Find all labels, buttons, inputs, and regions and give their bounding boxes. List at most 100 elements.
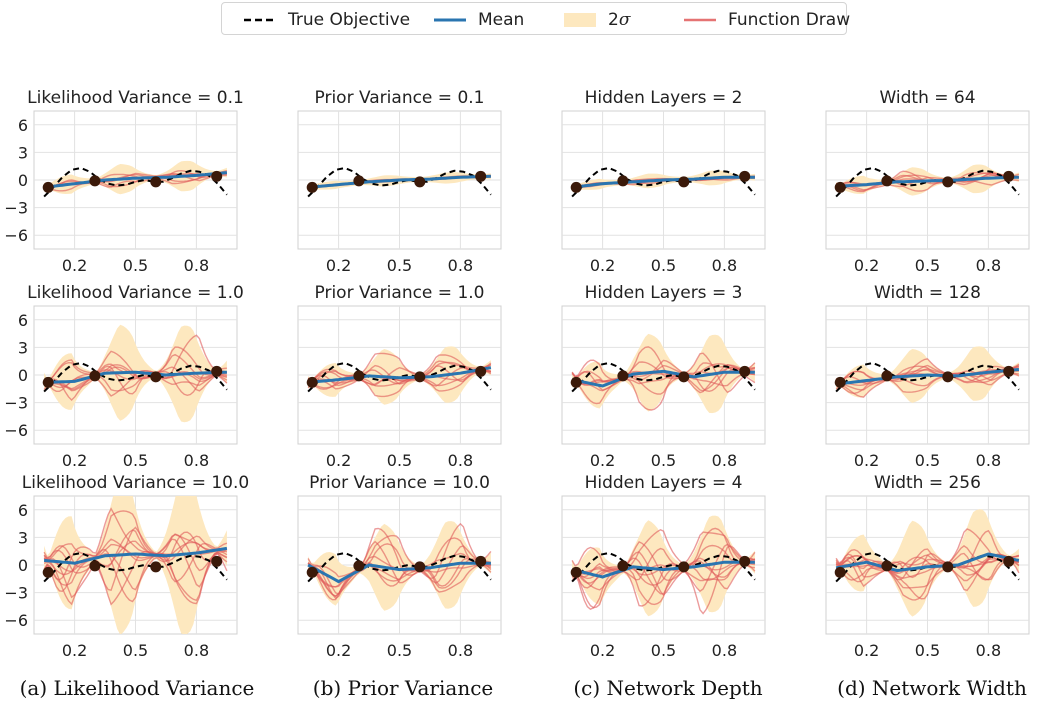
x-tick-label: 0.8 <box>712 641 737 660</box>
legend-label-mean: Mean <box>478 10 524 30</box>
x-tick-label: 0.8 <box>448 256 473 275</box>
x-tick-label: 0.5 <box>915 641 940 660</box>
y-tick-label: −6 <box>4 421 28 440</box>
x-tick-label: 0.8 <box>976 256 1001 275</box>
panel-7: Hidden Layers = 30.2 0.5 0.8 <box>562 283 765 470</box>
legend-item-mean: Mean <box>432 3 524 36</box>
observation-point <box>739 366 750 377</box>
observation-point <box>1003 556 1014 567</box>
y-tick-label: 6 <box>18 501 28 520</box>
panel-8: Width = 1280.2 0.5 0.8 <box>826 283 1029 470</box>
observation-point <box>739 171 750 182</box>
panel-title: Prior Variance = 1.0 <box>315 283 485 303</box>
observation-point <box>617 560 628 571</box>
observation-point <box>571 182 582 193</box>
observation-point <box>43 567 54 578</box>
observation-point <box>353 370 364 381</box>
x-tick-label: 0.5 <box>387 256 412 275</box>
legend-label-function-draw: Function Draw <box>728 10 850 30</box>
panel-title: Hidden Layers = 3 <box>585 283 743 303</box>
x-tick-label: 0.2 <box>854 256 879 275</box>
caption-a: (a) Likelihood Variance <box>20 676 255 700</box>
panel-1: Likelihood Variance = 0.1 0.2 0.5 0.8 6 3 0 −3 −… <box>4 88 243 275</box>
observation-point <box>89 370 100 381</box>
y-tick-label: −6 <box>4 226 28 245</box>
y-tick-label: −3 <box>4 199 28 218</box>
legend: True Objective Mean 2σ Function Draw <box>221 2 847 35</box>
observation-point <box>414 371 425 382</box>
panel-title: Hidden Layers = 4 <box>585 473 743 493</box>
observation-point <box>571 377 582 388</box>
x-tick-label: 0.5 <box>651 451 676 470</box>
panel-5: Likelihood Variance = 1.00.2 0.5 0.8630−3−… <box>4 283 243 470</box>
x-tick-label: 0.2 <box>590 641 615 660</box>
observation-point <box>150 371 161 382</box>
observation-point <box>942 176 953 187</box>
x-tick-label: 0.2 <box>854 641 879 660</box>
x-tick-label: 0.8 <box>448 451 473 470</box>
band-patch-icon <box>562 10 598 30</box>
figure-canvas: Likelihood Variance = 0.1 0.2 0.5 0.8 6 3 0 −3 −… <box>0 0 1037 670</box>
observation-point <box>307 182 318 193</box>
x-tick-label: 0.5 <box>915 256 940 275</box>
observation-point <box>942 561 953 572</box>
caption-c: (c) Network Depth <box>573 676 762 700</box>
x-tick-label: 0.2 <box>590 451 615 470</box>
panel-title: Prior Variance = 10.0 <box>309 473 490 493</box>
observation-point <box>835 567 846 578</box>
panel-2: Prior Variance = 0.1 0.2 0.5 0.8 <box>298 88 501 275</box>
panel-6: Prior Variance = 1.00.2 0.5 0.8 <box>298 283 501 470</box>
dashed-line-icon <box>242 10 278 30</box>
y-tick-label: 0 <box>18 171 28 190</box>
observation-point <box>150 176 161 187</box>
observation-point <box>211 171 222 182</box>
panel-12: Width = 256 0.2 0.5 0.8 <box>826 473 1029 660</box>
x-tick-label: 0.2 <box>326 641 351 660</box>
x-tick-label: 0.2 <box>326 451 351 470</box>
y-tick-label: 3 <box>18 338 28 357</box>
y-tick-label: 3 <box>18 143 28 162</box>
observation-point <box>1003 171 1014 182</box>
x-tick-label: 0.8 <box>712 256 737 275</box>
panel-title: Prior Variance = 0.1 <box>315 88 485 108</box>
observation-point <box>43 377 54 388</box>
legend-label-true-objective: True Objective <box>288 10 410 30</box>
caption-d: (d) Network Width <box>837 676 1027 700</box>
solid-line-icon <box>432 10 468 30</box>
observation-point <box>617 370 628 381</box>
x-tick-label: 0.5 <box>651 256 676 275</box>
x-tick-label: 0.8 <box>976 641 1001 660</box>
y-tick-label: 0 <box>18 556 28 575</box>
panel-title: Likelihood Variance = 0.1 <box>27 88 244 108</box>
y-tick-label: −3 <box>4 394 28 413</box>
observation-point <box>43 182 54 193</box>
observation-point <box>835 377 846 388</box>
legend-item-function-draw: Function Draw <box>682 3 850 36</box>
observation-point <box>353 560 364 571</box>
observation-point <box>475 556 486 567</box>
x-tick-label: 0.5 <box>387 641 412 660</box>
observation-point <box>1003 366 1014 377</box>
x-tick-label: 0.8 <box>184 451 209 470</box>
x-tick-label: 0.2 <box>326 256 351 275</box>
panel-4: Width = 64 0.2 0.5 0.8 <box>826 88 1029 275</box>
panel-10: Prior Variance = 10.0 0.2 0.5 0.8 <box>298 473 501 660</box>
observation-point <box>414 176 425 187</box>
observation-point <box>475 366 486 377</box>
panel-title: Width = 128 <box>874 283 981 303</box>
legend-item-true-objective: True Objective <box>242 3 410 36</box>
x-tick-label: 0.5 <box>915 451 940 470</box>
x-tick-label: 0.5 <box>123 451 148 470</box>
x-tick-label: 0.8 <box>448 641 473 660</box>
observation-point <box>881 175 892 186</box>
panel-title: Width = 256 <box>874 473 981 493</box>
observation-point <box>571 567 582 578</box>
x-tick-label: 0.2 <box>62 256 87 275</box>
y-tick-label: 0 <box>18 366 28 385</box>
observation-point <box>89 560 100 571</box>
panel-title: Width = 64 <box>879 88 975 108</box>
x-tick-label: 0.8 <box>184 256 209 275</box>
x-tick-label: 0.8 <box>976 451 1001 470</box>
x-tick-label: 0.5 <box>123 641 148 660</box>
legend-item-band: 2σ <box>562 3 630 36</box>
